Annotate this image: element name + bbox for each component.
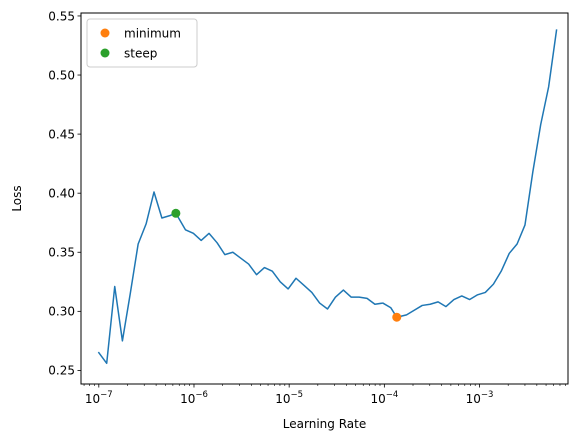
marker-steep: [171, 208, 181, 218]
legend-marker-steep: [100, 48, 110, 58]
x-axis: 10−7 10−6 10−5 10−4 10−3: [85, 384, 494, 406]
plot-area: [97, 29, 558, 365]
x-tick-label-1: 10−6: [180, 390, 208, 406]
y-axis: 0.25 0.30 0.35 0.40 0.45 0.50 0.55: [48, 9, 81, 378]
plot-frame: [80, 12, 569, 385]
legend-box: [86, 18, 198, 68]
marker-minimum: [392, 312, 402, 322]
x-tick-label-4: 10−3: [466, 390, 494, 406]
x-axis-label: Learning Rate: [283, 417, 366, 431]
y-tick-label-4: 0.45: [48, 127, 75, 141]
y-tick-label-5: 0.50: [48, 68, 75, 82]
y-tick-label-0: 0.25: [48, 364, 75, 378]
x-tick-label-3: 10−4: [370, 390, 398, 406]
legend-label-steep: steep: [124, 46, 157, 60]
x-tick-label-0: 10−7: [85, 390, 113, 406]
x-tick-label-2: 10−5: [275, 390, 303, 406]
legend: minimum steep: [86, 18, 198, 68]
y-tick-label-1: 0.30: [48, 305, 75, 319]
y-axis-label: Loss: [10, 185, 24, 211]
y-tick-label-2: 0.35: [48, 246, 75, 260]
legend-marker-minimum: [100, 28, 110, 38]
y-tick-label-3: 0.40: [48, 186, 75, 200]
legend-label-minimum: minimum: [124, 26, 181, 40]
y-tick-label-6: 0.55: [48, 9, 75, 23]
